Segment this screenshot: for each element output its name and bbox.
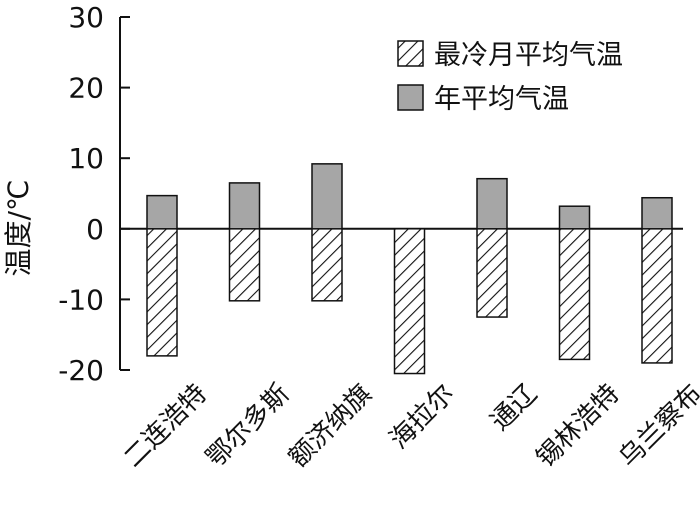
y-tick-label: 0: [86, 213, 104, 246]
bar-coldest-month: [558, 228, 591, 361]
y-tick-label: 10: [68, 142, 104, 175]
bar-coldest-month: [311, 228, 343, 302]
bar-coldest-month: [393, 228, 426, 375]
category-label: 乌兰察布: [613, 379, 700, 474]
category-label: 通辽: [485, 379, 543, 437]
category-label: 额济纳旗: [283, 379, 378, 474]
category-label: 海拉尔: [384, 379, 460, 455]
bar-coldest-month: [476, 228, 508, 318]
axes: 30 20 10 0 -10 -20: [58, 1, 683, 387]
bar-annual-mean: [311, 163, 343, 230]
y-axis-label: 温度/℃: [2, 180, 35, 277]
legend-label-coldest-month: 最冷月平均气温: [434, 40, 623, 71]
legend-swatch-solid: [397, 84, 424, 111]
legend: 最冷月平均气温 年平均气温: [397, 40, 623, 115]
category-label: 鄂尔多斯: [201, 379, 296, 474]
bar-annual-mean: [476, 177, 508, 230]
category-label: 锡林浩特: [531, 379, 626, 474]
bar-coldest-month: [641, 228, 673, 364]
y-tick-label: -10: [58, 283, 104, 316]
bar-coldest-month: [146, 228, 178, 357]
legend-label-annual: 年平均气温: [434, 84, 569, 115]
bar-annual-mean: [228, 182, 261, 230]
category-label: 二连浩特: [118, 379, 213, 474]
y-tick-label: 30: [68, 1, 104, 34]
legend-swatch-hatched: [397, 40, 424, 67]
y-tick-label: 20: [68, 72, 104, 105]
bars: [146, 163, 673, 375]
bar-annual-mean: [641, 196, 673, 230]
bar-coldest-month: [228, 228, 261, 302]
bar-annual-mean: [146, 194, 178, 230]
bar-annual-mean: [558, 205, 591, 230]
y-tick-label: -20: [58, 354, 104, 387]
